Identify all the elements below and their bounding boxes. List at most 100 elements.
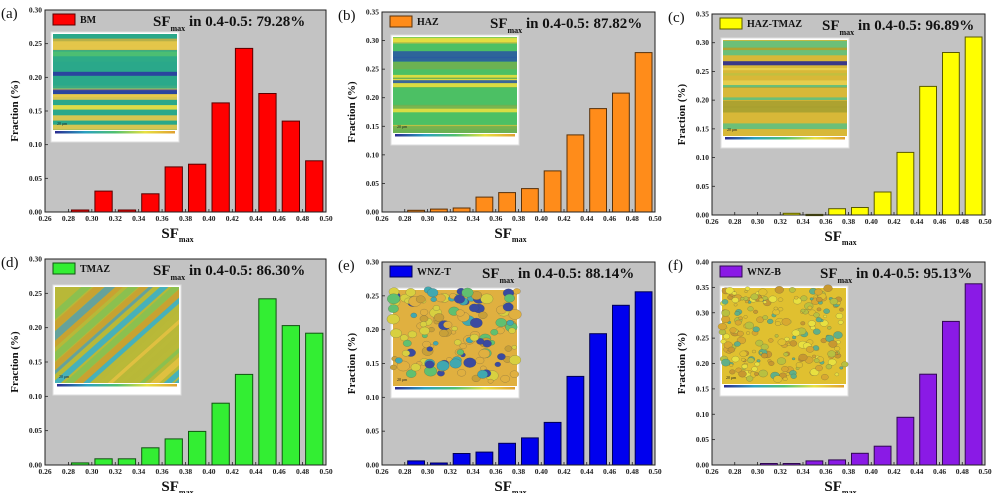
bar [305,160,324,213]
x-tick-label: 0.26 [38,467,51,476]
x-tick-label: 0.42 [887,217,900,226]
inset-grain [762,315,769,320]
x-tick-label: 0.50 [648,467,661,476]
inset-grain [402,339,412,347]
bar [452,207,471,213]
bar [964,36,983,216]
legend-swatch [389,15,413,28]
inset-grain [395,357,403,364]
x-tick-label: 0.40 [865,217,878,226]
x-tick-label: 0.36 [489,467,502,476]
x-tick-label: 0.50 [319,467,332,476]
inset-grain [805,346,814,353]
x-tick-label: 0.38 [512,214,525,223]
y-tick-label: 0.25 [29,289,42,298]
inset-grain [828,358,837,366]
inset-grain [443,321,453,329]
inset-grain [53,94,177,98]
inset-grain [800,295,808,302]
inset-grain [816,297,823,303]
inset-grain [390,364,397,370]
bar [188,430,207,466]
inset-grain [753,309,758,314]
x-tick-label: 0.48 [626,467,639,476]
inset-grain [490,329,499,336]
inset-grain [420,321,428,328]
y-tick-label: 0.35 [366,8,379,17]
inset-grain [393,51,517,59]
inset-grain [55,287,149,370]
bar [919,373,938,466]
bar [873,445,892,466]
x-tick-label: 0.34 [466,214,479,223]
inset-grain [53,89,177,95]
inset-grain [825,364,833,370]
inset-grain [791,357,796,361]
bar [942,320,960,466]
inset-grain [814,358,820,363]
annotation-max: max [500,276,515,285]
inset-grain [758,297,764,302]
y-tick-label: 0.10 [366,393,379,402]
inset-grain [475,357,485,365]
y-tick-label: 0.25 [366,65,379,74]
inset-grain [744,321,754,330]
inset-grain [405,288,416,297]
inset-grain [508,309,522,320]
x-axis-label-sub: max [512,235,527,244]
x-tick-label: 0.48 [956,217,969,226]
inset-grain [53,124,177,130]
inset-grain [788,287,796,293]
inset-grain [741,358,746,362]
x-tick-label: 0.46 [933,467,946,476]
x-tick-label: 0.30 [751,467,764,476]
inset-grain [723,68,847,71]
inset-grain [461,287,474,298]
inset-grain [839,307,844,312]
inset-grain [756,316,764,323]
y-tick-label: 0.05 [696,435,709,444]
x-axis-label-main: SF [161,226,179,242]
inset-grain [508,327,516,334]
inset-grain [402,350,411,357]
inset-grain [823,315,827,318]
bar [94,190,113,213]
x-tick-label: 0.46 [603,467,616,476]
x-tick-label: 0.50 [319,214,332,223]
x-axis-label-main: SF [824,479,842,493]
bar [234,47,254,213]
inset-grain [393,37,517,43]
x-axis-label-main: SF [494,226,512,242]
legend-swatch [52,13,76,26]
inset-micrograph: 20 μm [390,34,520,146]
annotation-sf: SF [820,266,838,282]
inset-grain [55,287,154,375]
inset-grain [744,286,750,291]
x-tick-label: 0.44 [249,214,262,223]
chart-panel-a: 20 μm 0.00 0.05 0.10 0.15 0.20 0.25 0.30 0.26 0.2… [1,6,333,245]
bar [543,421,562,466]
x-tick-label: 0.40 [865,467,878,476]
inset-grain [746,375,754,382]
inset-grain [502,302,514,312]
y-axis-label: Fraction (%) [9,80,21,142]
x-tick-label: 0.30 [751,217,764,226]
inset-grain [53,115,177,121]
inset-grain [393,61,517,70]
x-tick-label: 0.44 [249,467,262,476]
x-tick-label: 0.28 [728,467,741,476]
x-tick-label: 0.28 [398,214,411,223]
inset-grain [419,326,430,335]
bar [589,108,608,213]
inset-grain [834,372,839,377]
bar [896,416,915,466]
inset-grain [386,314,400,325]
y-tick-label: 0.10 [696,153,709,162]
inset-grain [743,315,748,319]
annotation-sf: SF [153,14,171,30]
inset-grain [734,311,741,316]
inset-grain [53,84,177,89]
inset-grain [841,361,849,368]
inset-grain [807,320,816,327]
x-tick-label: 0.36 [156,467,169,476]
